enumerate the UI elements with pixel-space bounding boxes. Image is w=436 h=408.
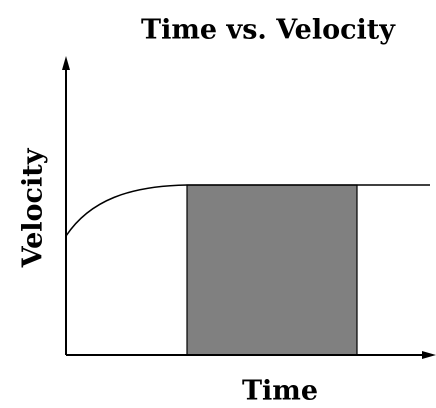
y-axis-label: Velocity: [18, 147, 49, 268]
shaded-area: [186, 184, 358, 356]
x-axis-label: Time: [242, 376, 318, 407]
title: Time vs. Velocity: [141, 15, 396, 46]
x-axis-arrow: [422, 351, 436, 359]
y-axis-arrow: [62, 56, 70, 70]
velocity-curve: [65, 184, 430, 237]
